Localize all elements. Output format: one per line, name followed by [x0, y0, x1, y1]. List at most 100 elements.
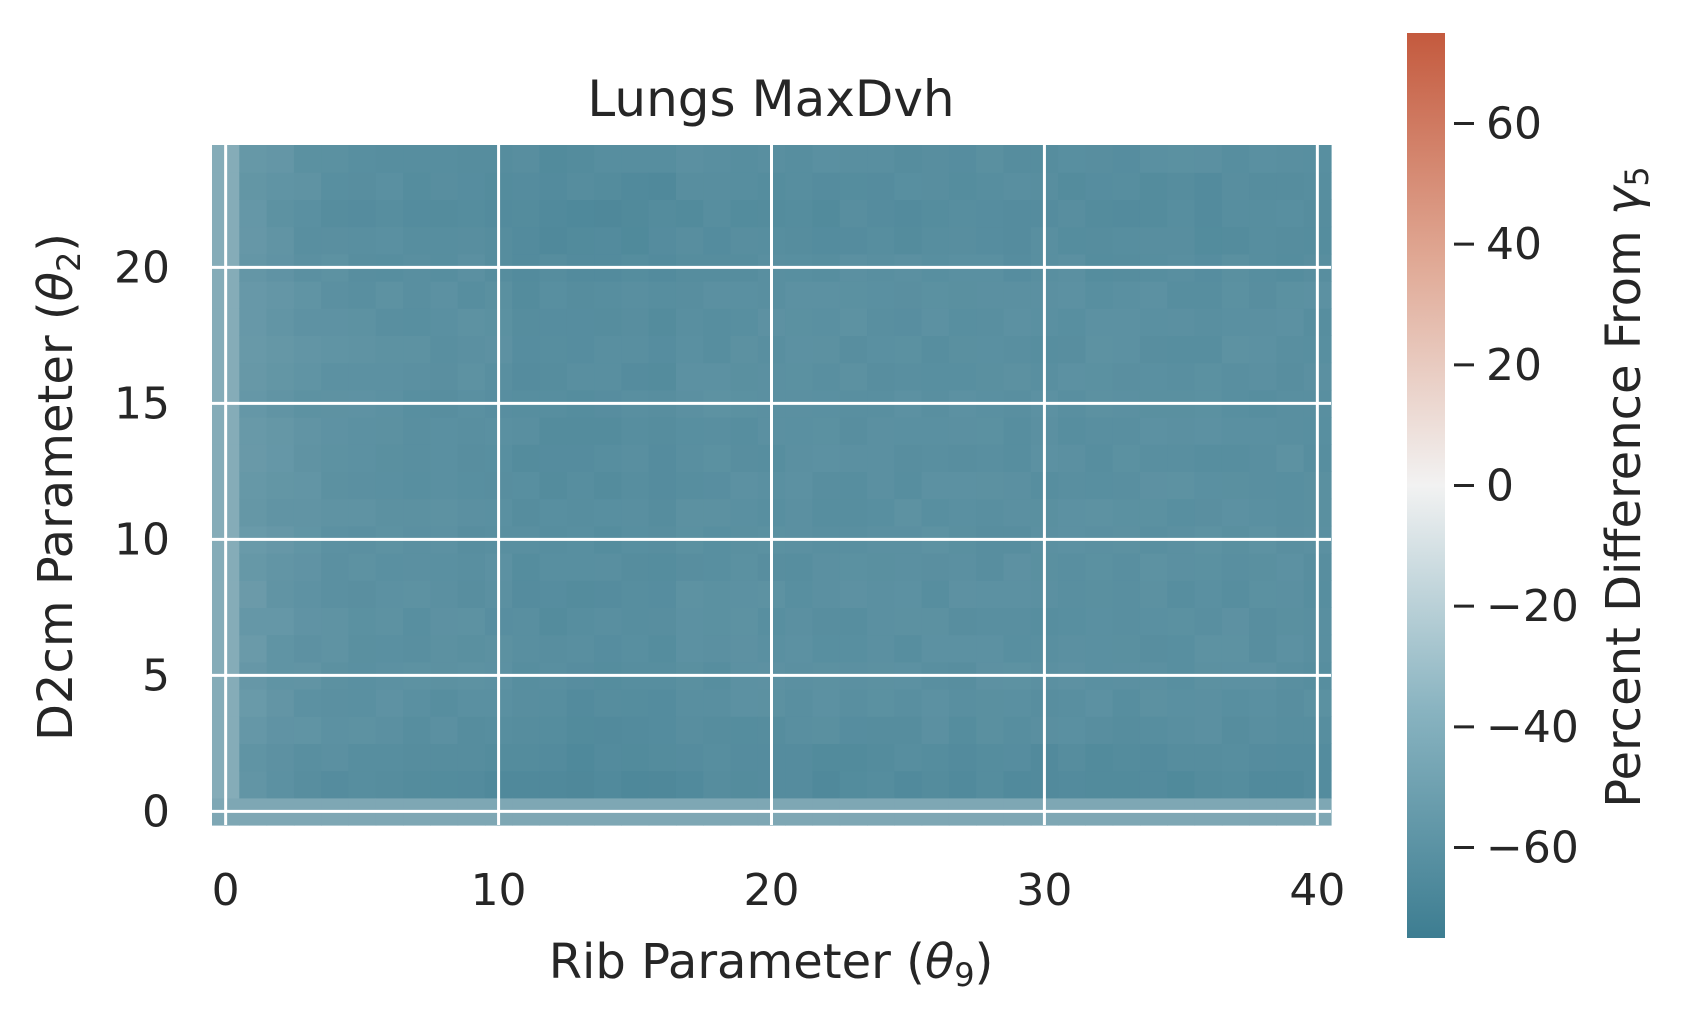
heatmap-cell [1112, 471, 1141, 500]
heatmap-cell [512, 444, 541, 472]
heatmap-cell [976, 281, 1005, 309]
heatmap-cell [648, 580, 677, 608]
heatmap-cell [867, 743, 895, 772]
heatmap-cell [403, 335, 431, 364]
heatmap-cell [730, 199, 759, 228]
heatmap-cell [1249, 281, 1278, 309]
heatmap-cell [621, 580, 650, 608]
heatmap-cell [867, 580, 895, 608]
heatmap-cell [403, 770, 431, 799]
heatmap-cell [1085, 362, 1114, 391]
heatmap-cell [239, 335, 268, 364]
heatmap-cell [703, 634, 732, 663]
heatmap-cell [321, 199, 350, 228]
heatmap-cell [1194, 199, 1223, 228]
heatmap-cell [348, 743, 377, 772]
heatmap-cell [566, 281, 595, 309]
heatmap-cell [730, 471, 759, 500]
heatmap-cell [1058, 689, 1086, 717]
heatmap-cell [976, 689, 1005, 717]
heatmap-cell [403, 362, 431, 391]
heatmap-cell [457, 743, 486, 772]
heatmap-cell [921, 716, 950, 744]
heatmap-cell [703, 444, 732, 472]
heatmap-cell [1003, 770, 1032, 799]
heatmap-cell [621, 308, 650, 336]
heatmap-cell [675, 689, 704, 717]
heatmap-cell [293, 498, 322, 527]
heatmap-cell [839, 172, 868, 200]
heatmap-cell [675, 172, 704, 200]
heatmap-cell [403, 444, 431, 472]
heatmap-cell [1167, 498, 1196, 527]
heatmap-cell [430, 498, 459, 527]
heatmap-cell [867, 362, 895, 391]
heatmap-cell [1112, 634, 1141, 663]
heatmap-cell [266, 607, 295, 636]
heatmap-cell [539, 498, 568, 527]
heatmap-cell [430, 335, 459, 364]
heatmap-cell [948, 444, 977, 472]
heatmap-cell [1085, 607, 1114, 636]
heatmap-cell [1003, 716, 1032, 744]
heatmap-cell [1139, 308, 1168, 336]
heatmap-cell [785, 335, 814, 364]
heatmap-cell [812, 199, 841, 228]
heatmap-cell [921, 607, 950, 636]
heatmap-cell [539, 689, 568, 717]
heatmap-cell [703, 172, 732, 200]
heatmap-cell [839, 498, 868, 527]
heatmap-cell [321, 553, 350, 581]
heatmap-cell [430, 553, 459, 581]
heatmap-cell [948, 335, 977, 364]
heatmap-cell [812, 580, 841, 608]
heatmap-cell [675, 199, 704, 228]
heatmap-cell [430, 172, 459, 200]
heatmap-cell [1194, 335, 1223, 364]
heatmap-cell [894, 770, 923, 799]
heatmap-cell [566, 770, 595, 799]
heatmap-cell [457, 199, 486, 228]
heatmap-cell [1112, 444, 1141, 472]
heatmap-cell [1194, 444, 1223, 472]
heatmap-cell [1085, 716, 1114, 744]
heatmap-cell [867, 417, 895, 445]
heatmap-cell [239, 226, 268, 255]
heatmap-cell [648, 743, 677, 772]
heatmap-cell [812, 362, 841, 391]
heatmap-cell [1058, 716, 1086, 744]
heatmap-cell [457, 308, 486, 336]
heatmap-cell [1194, 580, 1223, 608]
heatmap-cell [1167, 607, 1196, 636]
heatmap-cell [921, 743, 950, 772]
heatmap-cell [293, 607, 322, 636]
heatmap-cell [566, 580, 595, 608]
heatmap-cell [703, 770, 732, 799]
heatmap-cell [948, 417, 977, 445]
heatmap-cell [1221, 580, 1250, 608]
heatmap-cell [976, 471, 1005, 500]
heatmap-cell [948, 362, 977, 391]
heatmap-cell [894, 607, 923, 636]
heatmap-cell [348, 226, 377, 255]
heatmap-cell [1139, 145, 1168, 173]
heatmap-cell [539, 634, 568, 663]
heatmap-cell [1194, 281, 1223, 309]
heatmap-cell [239, 716, 268, 744]
heatmap-cell [266, 308, 295, 336]
heatmap-cell [894, 580, 923, 608]
heatmap-cell [539, 417, 568, 445]
heatmap-cell [1058, 607, 1086, 636]
heatmap-cell [1003, 689, 1032, 717]
heatmap-cell [894, 308, 923, 336]
heatmap-cell [976, 362, 1005, 391]
colorbar-tick-label: 20 [1486, 340, 1542, 391]
heatmap-cell [894, 553, 923, 581]
heatmap-cell [1058, 580, 1086, 608]
heatmap-cell [621, 281, 650, 309]
heatmap-cell [1085, 444, 1114, 472]
heatmap-cell [1167, 226, 1196, 255]
heatmap-cell [594, 281, 622, 309]
heatmap-cell [1112, 226, 1141, 255]
heatmap-cell [1058, 770, 1086, 799]
